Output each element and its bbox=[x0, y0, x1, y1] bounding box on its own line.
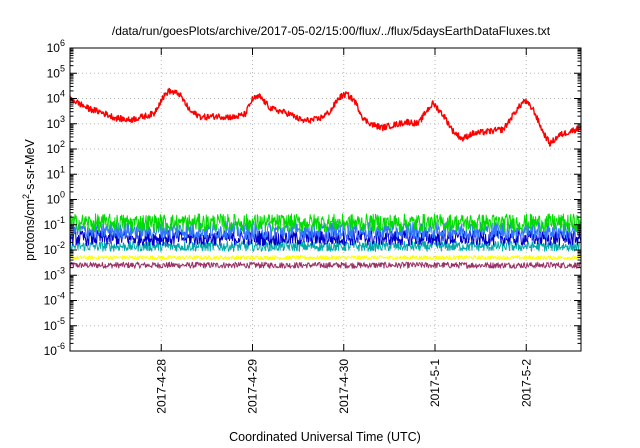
y-tick-base: 10 bbox=[44, 243, 58, 257]
y-tick-base: 10 bbox=[47, 193, 61, 207]
series-line bbox=[69, 255, 582, 261]
plot-frame bbox=[69, 47, 582, 352]
y-tick-label: 10-3 bbox=[44, 265, 65, 282]
y-tick-exponent: -6 bbox=[57, 341, 65, 351]
y-tick-base: 10 bbox=[44, 319, 58, 333]
y-axis-label: protons/cm2-s-sr-MeV bbox=[21, 138, 37, 260]
y-tick-base: 10 bbox=[47, 92, 61, 106]
y-tick-exponent: 6 bbox=[60, 38, 65, 48]
y-tick-base: 10 bbox=[47, 117, 61, 131]
x-tick-label: 2017-4-28 bbox=[154, 359, 168, 414]
x-tick-label: 2017-4-29 bbox=[246, 359, 260, 414]
y-tick-label: 100 bbox=[47, 190, 65, 207]
y-tick-label: 106 bbox=[47, 38, 65, 55]
y-tick-label: 10-4 bbox=[44, 291, 65, 308]
y-tick-base: 10 bbox=[47, 66, 61, 80]
x-tick-label: 2017-4-30 bbox=[337, 359, 351, 414]
y-tick-base: 10 bbox=[47, 142, 61, 156]
tick-layer bbox=[70, 47, 581, 352]
y-tick-base: 10 bbox=[44, 218, 58, 232]
grid-layer bbox=[70, 48, 581, 351]
y-tick-label: 103 bbox=[47, 114, 65, 131]
series-line bbox=[69, 240, 582, 252]
x-tick-label: 2017-5-2 bbox=[519, 359, 533, 407]
y-tick-label: 104 bbox=[47, 89, 65, 106]
series-line bbox=[69, 213, 582, 233]
y-tick-label: 10-2 bbox=[44, 240, 65, 257]
x-axis-label: Coordinated Universal Time (UTC) bbox=[229, 430, 421, 444]
y-tick-exponent: 2 bbox=[60, 139, 65, 149]
y-tick-exponent: -1 bbox=[57, 215, 65, 225]
y-tick-label: 10-6 bbox=[44, 341, 65, 358]
series-layer bbox=[69, 87, 582, 269]
y-tick-exponent: 4 bbox=[60, 89, 65, 99]
y-tick-base: 10 bbox=[44, 344, 58, 358]
y-tick-exponent: 0 bbox=[60, 190, 65, 200]
y-tick-base: 10 bbox=[44, 268, 58, 282]
y-tick-label: 10-5 bbox=[44, 316, 65, 333]
y-tick-base: 10 bbox=[44, 294, 58, 308]
series-line bbox=[69, 87, 582, 147]
chart-title: /data/run/goesPlots/archive/2017-05-02/1… bbox=[112, 24, 551, 38]
y-tick-exponent: -4 bbox=[57, 291, 65, 301]
series-line bbox=[69, 221, 582, 240]
y-tick-exponent: 5 bbox=[60, 63, 65, 73]
x-tick-label: 2017-5-1 bbox=[428, 359, 442, 407]
label-layer: 10-610-510-410-310-210-11001011021031041… bbox=[44, 38, 534, 414]
y-tick-base: 10 bbox=[47, 167, 61, 181]
y-tick-exponent: -5 bbox=[57, 316, 65, 326]
y-tick-exponent: -2 bbox=[57, 240, 65, 250]
y-tick-exponent: 1 bbox=[60, 164, 65, 174]
y-tick-label: 105 bbox=[47, 63, 65, 80]
y-tick-label: 102 bbox=[47, 139, 65, 156]
y-tick-exponent: -3 bbox=[57, 265, 65, 275]
y-tick-label: 10-1 bbox=[44, 215, 65, 232]
y-tick-exponent: 3 bbox=[60, 114, 65, 124]
series-line bbox=[69, 261, 582, 269]
y-tick-base: 10 bbox=[47, 41, 61, 55]
y-tick-label: 101 bbox=[47, 164, 65, 181]
